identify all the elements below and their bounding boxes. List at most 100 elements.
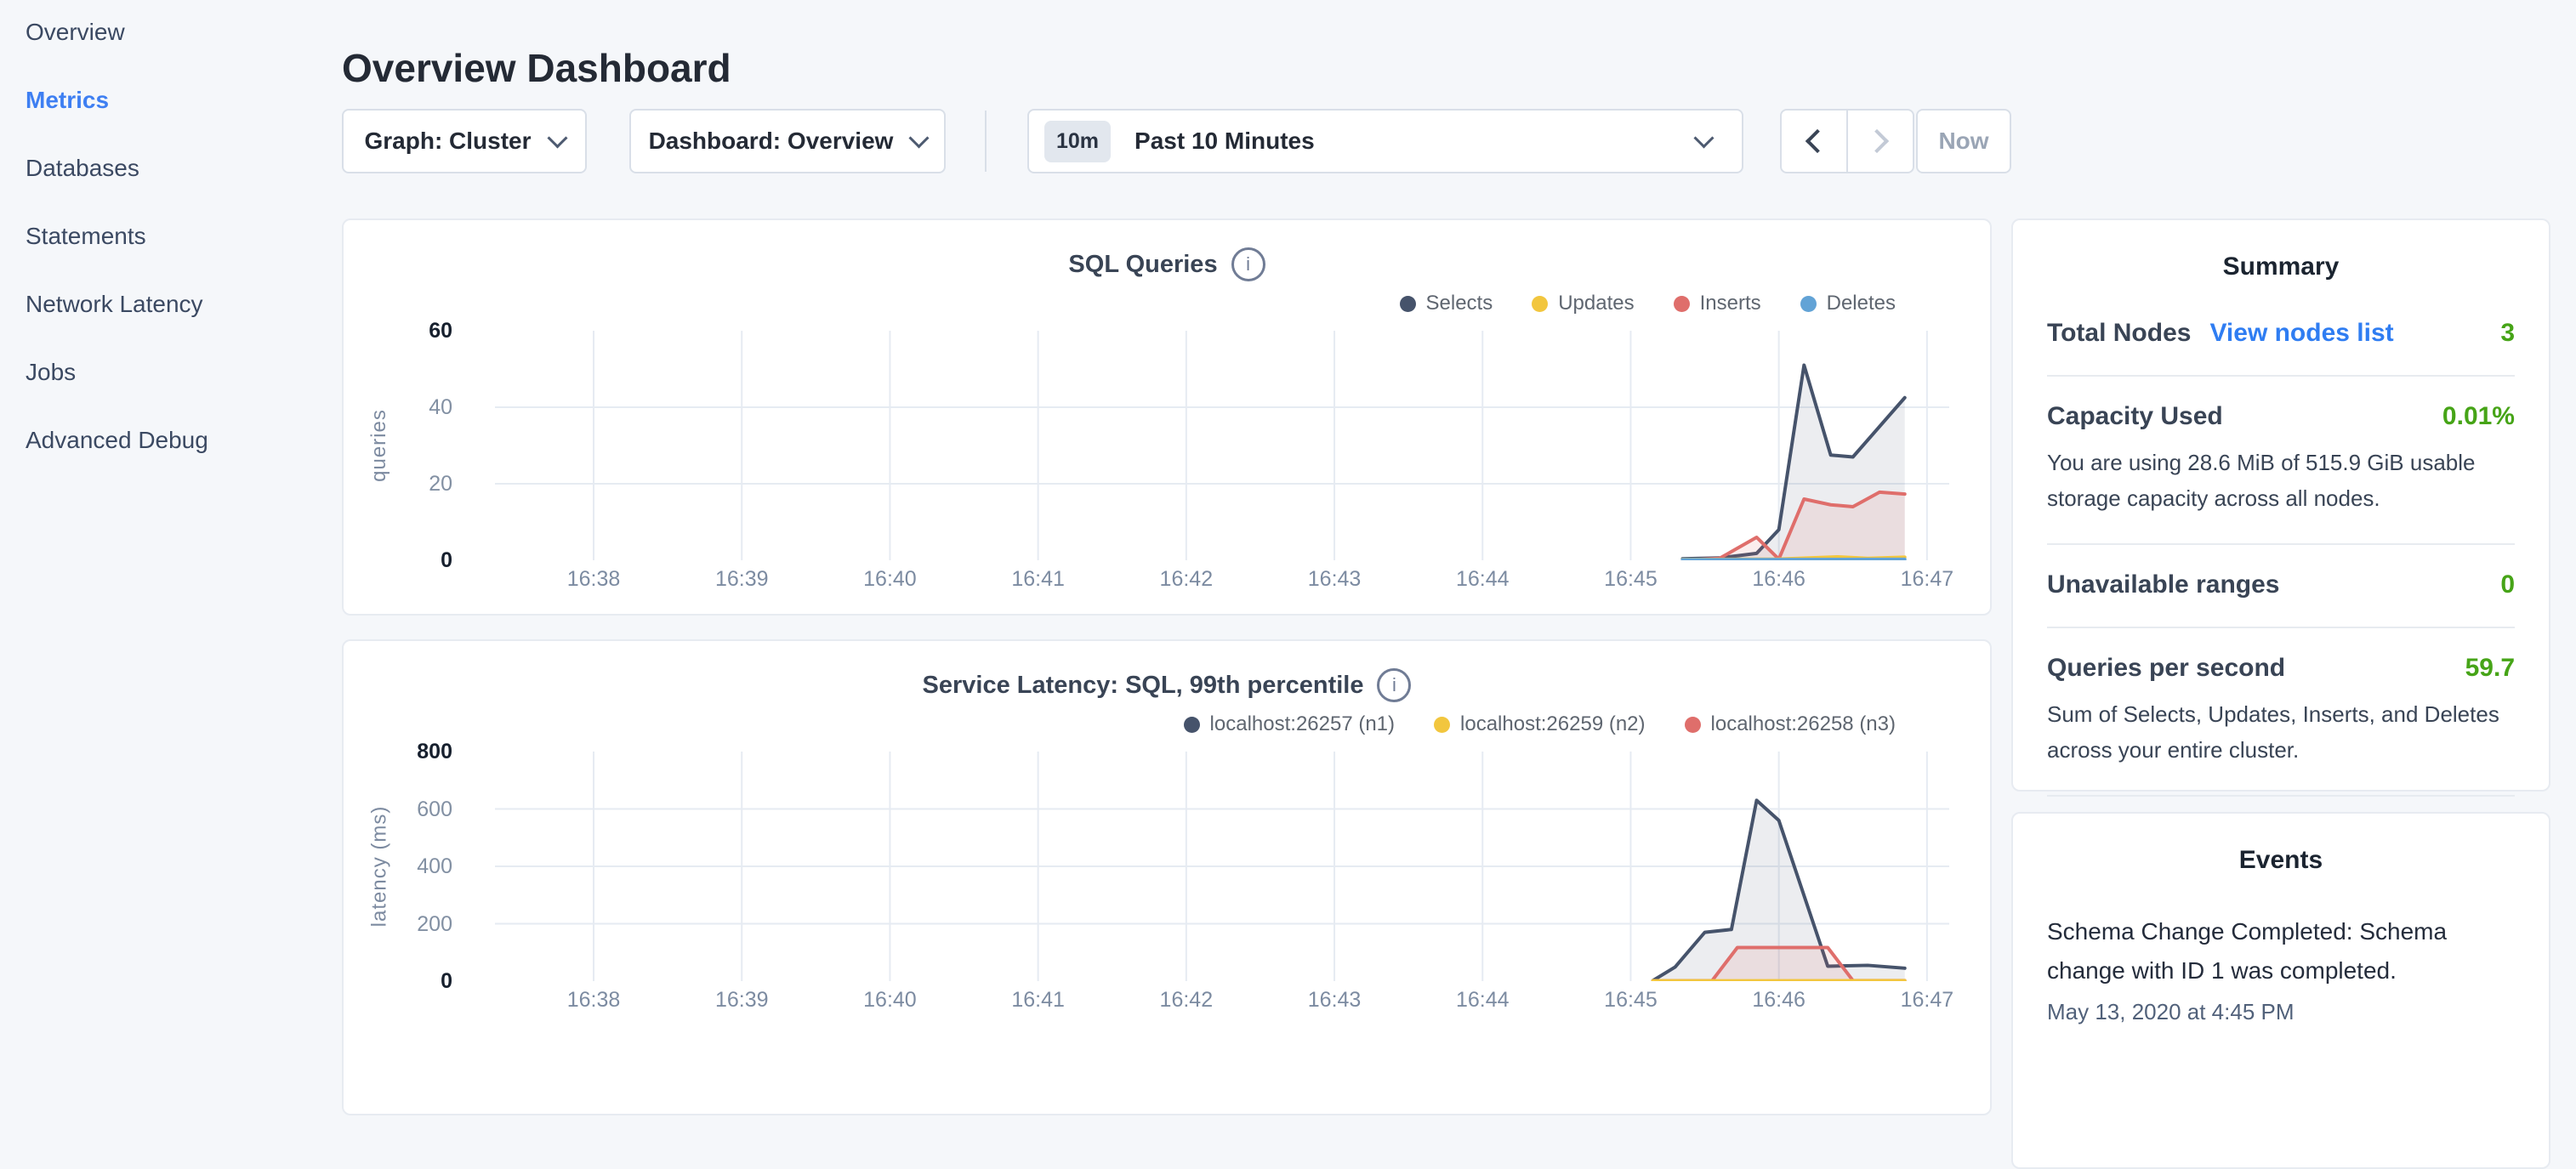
x-axis-tick: 16:47 xyxy=(1880,567,1974,592)
now-button[interactable]: Now xyxy=(1916,109,2011,173)
legend-label: localhost:26258 (n3) xyxy=(1711,712,1896,736)
summary-row-label: Capacity Used xyxy=(2047,402,2223,431)
x-axis-tick: 16:40 xyxy=(843,988,936,1013)
time-step-forward-button[interactable] xyxy=(1846,111,1913,172)
x-axis-tick: 16:45 xyxy=(1584,988,1677,1013)
y-axis-tick: 0 xyxy=(393,968,452,994)
x-axis-tick: 16:41 xyxy=(992,988,1085,1013)
chevron-down-icon xyxy=(547,128,567,148)
x-axis-tick: 16:40 xyxy=(843,567,936,592)
legend-item[interactable]: Deletes xyxy=(1800,292,1896,315)
summary-row-description: Sum of Selects, Updates, Inserts, and De… xyxy=(2047,696,2515,768)
x-axis-tick: 16:44 xyxy=(1436,988,1529,1013)
sql-queries-chart-card: SQL Queries i Selects Updates Inserts Delet… xyxy=(342,218,1992,616)
sidebar-item-metrics[interactable]: Metrics xyxy=(26,87,109,114)
chevron-right-icon xyxy=(1865,129,1889,153)
time-step-buttons xyxy=(1780,109,1914,173)
sidebar-item-overview[interactable]: Overview xyxy=(26,19,125,46)
legend-dot-icon xyxy=(1184,717,1200,733)
y-axis-tick: 40 xyxy=(393,394,452,420)
legend-dot-icon xyxy=(1532,296,1548,312)
summary-title: Summary xyxy=(2013,253,2549,281)
summary-row-capacity-used: Capacity Used 0.01% You are using 28.6 M… xyxy=(2047,375,2515,543)
summary-row-total-nodes: Total Nodes View nodes list 3 xyxy=(2047,293,2515,375)
info-icon[interactable]: i xyxy=(1377,668,1411,702)
legend-item[interactable]: localhost:26258 (n3) xyxy=(1685,712,1896,736)
legend-label: Deletes xyxy=(1827,292,1896,315)
time-range-badge: 10m xyxy=(1044,121,1111,162)
y-axis-tick: 60 xyxy=(393,318,452,343)
controls-divider xyxy=(985,111,987,172)
x-axis-tick: 16:42 xyxy=(1140,988,1233,1013)
chart-legend: localhost:26257 (n1) localhost:26259 (n2)… xyxy=(1184,712,1896,736)
page-title: Overview Dashboard xyxy=(342,45,731,91)
legend-item[interactable]: localhost:26257 (n1) xyxy=(1184,712,1395,736)
summary-row-value: 0.01% xyxy=(2442,402,2515,431)
summary-row-unavailable-ranges: Unavailable ranges 0 xyxy=(2047,543,2515,627)
sidebar-item-databases[interactable]: Databases xyxy=(26,155,139,182)
summary-row-description: You are using 28.6 MiB of 515.9 GiB usab… xyxy=(2047,445,2515,516)
summary-panel: Summary Total Nodes View nodes list 3 Ca… xyxy=(2011,218,2550,792)
y-axis-tick: 400 xyxy=(393,854,452,879)
chart-plot-svg[interactable] xyxy=(495,752,1949,981)
dashboard-dropdown[interactable]: Dashboard: Overview xyxy=(629,109,946,173)
summary-row-value: 3 xyxy=(2500,319,2515,348)
x-axis-tick: 16:45 xyxy=(1584,567,1677,592)
y-axis-tick: 600 xyxy=(393,797,452,822)
info-icon[interactable]: i xyxy=(1231,247,1265,281)
legend-dot-icon xyxy=(1674,296,1690,312)
legend-item[interactable]: Updates xyxy=(1532,292,1634,315)
service-latency-chart-card: Service Latency: SQL, 99th percentile i … xyxy=(342,639,1992,1115)
sidebar: Overview Metrics Databases Statements Ne… xyxy=(0,0,332,1051)
legend-label: Updates xyxy=(1558,292,1634,315)
summary-row-label: Total Nodes xyxy=(2047,319,2191,348)
chevron-left-icon xyxy=(1805,129,1829,153)
events-panel: Events Schema Change Completed: Schema c… xyxy=(2011,812,2550,1169)
view-nodes-list-link[interactable]: View nodes list xyxy=(2209,319,2393,348)
legend-item[interactable]: localhost:26259 (n2) xyxy=(1434,712,1645,736)
x-axis-tick: 16:38 xyxy=(547,567,640,592)
legend-dot-icon xyxy=(1400,296,1416,312)
chart-title: Service Latency: SQL, 99th percentile xyxy=(923,672,1364,700)
x-axis-tick: 16:42 xyxy=(1140,567,1233,592)
sidebar-item-statements[interactable]: Statements xyxy=(26,223,146,250)
x-axis-tick: 16:43 xyxy=(1288,567,1381,592)
events-title: Events xyxy=(2013,846,2549,875)
x-axis-tick: 16:39 xyxy=(695,567,788,592)
time-range-label: Past 10 Minutes xyxy=(1134,128,1697,155)
graph-dropdown[interactable]: Graph: Cluster xyxy=(342,109,587,173)
x-axis-tick: 16:38 xyxy=(547,988,640,1013)
summary-row-label: Unavailable ranges xyxy=(2047,570,2279,599)
legend-label: localhost:26257 (n1) xyxy=(1210,712,1395,736)
event-timestamp: May 13, 2020 at 4:45 PM xyxy=(2047,999,2515,1025)
legend-dot-icon xyxy=(1685,717,1701,733)
sidebar-item-network-latency[interactable]: Network Latency xyxy=(26,291,203,318)
event-item[interactable]: Schema Change Completed: Schema change w… xyxy=(2047,912,2515,1025)
sidebar-item-jobs[interactable]: Jobs xyxy=(26,359,76,386)
time-range-selector[interactable]: 10m Past 10 Minutes xyxy=(1027,109,1743,173)
summary-row-value: 59.7 xyxy=(2465,654,2515,683)
summary-row-queries-per-second: Queries per second 59.7 Sum of Selects, … xyxy=(2047,627,2515,795)
sidebar-item-advanced-debug[interactable]: Advanced Debug xyxy=(26,427,208,454)
x-axis-tick: 16:41 xyxy=(992,567,1085,592)
legend-label: localhost:26259 (n2) xyxy=(1460,712,1645,736)
legend-item[interactable]: Inserts xyxy=(1674,292,1761,315)
legend-item[interactable]: Selects xyxy=(1400,292,1493,315)
chevron-down-icon xyxy=(1693,128,1714,148)
chart-title: SQL Queries xyxy=(1068,251,1217,279)
dashboard-dropdown-label: Dashboard: Overview xyxy=(649,128,894,155)
x-axis-tick: 16:39 xyxy=(695,988,788,1013)
y-axis-tick: 800 xyxy=(393,739,452,764)
y-axis-tick: 0 xyxy=(393,548,452,573)
time-step-back-button[interactable] xyxy=(1782,111,1846,172)
y-axis-tick: 20 xyxy=(393,471,452,497)
chart-legend: Selects Updates Inserts Deletes xyxy=(1400,292,1896,315)
x-axis-tick: 16:46 xyxy=(1732,567,1826,592)
y-axis-label: queries xyxy=(354,331,405,560)
y-axis-tick: 200 xyxy=(393,911,452,937)
x-axis-tick: 16:44 xyxy=(1436,567,1529,592)
chart-plot-svg[interactable] xyxy=(495,331,1949,560)
x-axis-tick: 16:43 xyxy=(1288,988,1381,1013)
x-axis-tick: 16:46 xyxy=(1732,988,1826,1013)
legend-label: Selects xyxy=(1426,292,1493,315)
